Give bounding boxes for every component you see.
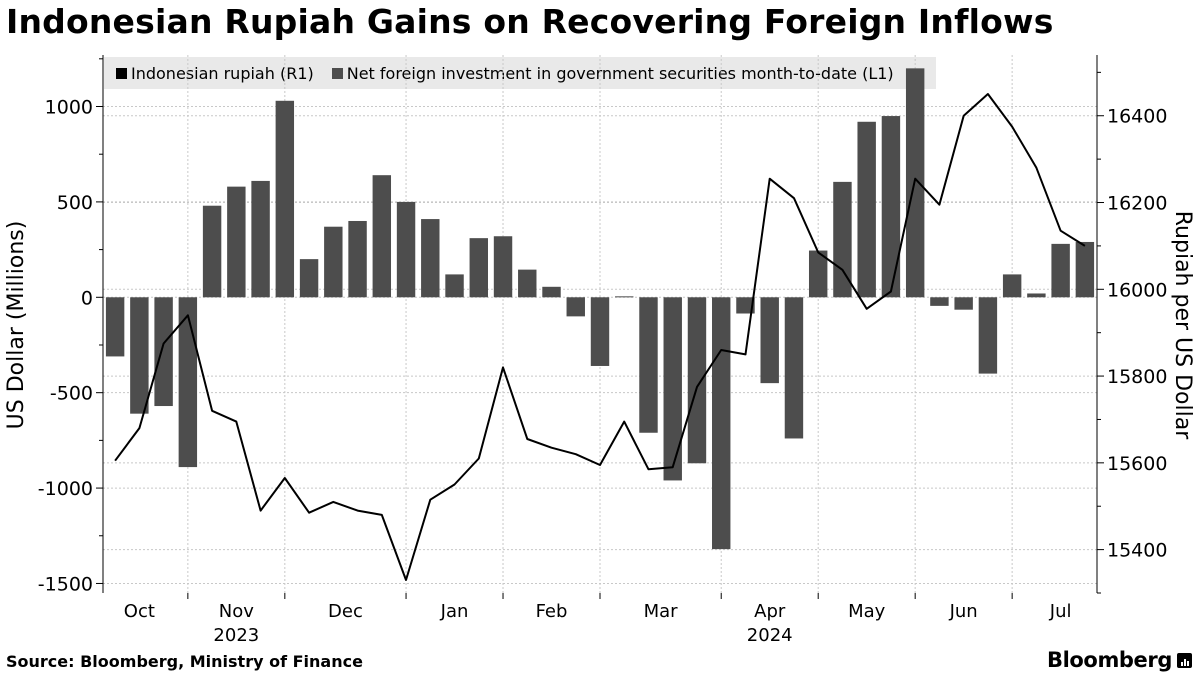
left-tick-label: 1000 (45, 97, 93, 119)
bar (784, 297, 804, 439)
legend-item-rupiah: Indonesian rupiah (R1) (116, 64, 314, 83)
bar (857, 121, 876, 298)
left-tick-label: 500 (57, 192, 93, 214)
bar (881, 116, 901, 298)
x-tick-label: Oct (124, 601, 155, 622)
bar (348, 220, 367, 298)
bar (1002, 274, 1022, 298)
legend-swatch-line (116, 67, 127, 79)
bar (299, 259, 319, 298)
bar (566, 297, 585, 317)
bar (760, 297, 779, 384)
x-tick-label: Feb (536, 601, 568, 622)
bar (1075, 241, 1095, 298)
line-series-group (114, 93, 1086, 581)
x-tick-label: Apr (754, 601, 786, 622)
x-tick-label: Mar (644, 601, 679, 622)
brand-name: Bloomberg (1046, 648, 1172, 672)
right-tick-label: 15600 (1107, 453, 1167, 475)
chart-legend: Indonesian rupiah (R1) Net foreign inves… (104, 57, 936, 89)
bar (1051, 243, 1070, 298)
bar (275, 100, 295, 298)
bar (954, 297, 973, 310)
bar (227, 186, 246, 298)
bar (469, 238, 488, 298)
left-tick-label: 0 (81, 287, 93, 309)
chart-title: Indonesian Rupiah Gains on Recovering Fo… (6, 2, 1054, 41)
right-tick-label: 15800 (1107, 366, 1167, 388)
x-tick-label: Jan (440, 601, 469, 622)
bar (178, 297, 198, 468)
bar (712, 297, 731, 550)
bar (663, 297, 682, 481)
left-tick-label: -1000 (38, 478, 93, 500)
right-tick-label: 15400 (1107, 540, 1167, 562)
rupiah-line (114, 93, 1086, 581)
x-tick-label: May (848, 601, 886, 622)
y-axis-label: US Dollar (Millions) (4, 221, 29, 430)
right-tick-label: 16000 (1107, 279, 1167, 301)
bar (372, 175, 392, 298)
x-tick-label: Jul (1049, 601, 1072, 622)
brand-logo: Bloomberg (1047, 648, 1192, 672)
bar (445, 274, 464, 298)
legend-label-net-foreign: Net foreign investment in government sec… (346, 63, 894, 83)
year-label: 2024 (747, 625, 793, 646)
axes: 1000 500 0 -500 -1000 -1500 16400 16200 16000 158… (38, 55, 1167, 646)
left-tick-label: -1500 (38, 573, 93, 595)
bar (493, 236, 513, 298)
bar (1027, 293, 1046, 298)
bar (202, 205, 222, 298)
bar (978, 297, 998, 374)
legend-item-net-foreign: Net foreign investment in government sec… (326, 64, 894, 83)
bar (324, 226, 343, 298)
right-tick-label: 16400 (1107, 106, 1167, 128)
x-tick-label: Dec (328, 601, 363, 622)
right-tick-label: 16200 (1107, 193, 1167, 215)
bloomberg-terminal-icon (1177, 652, 1192, 668)
bar (833, 181, 852, 298)
bar (590, 297, 610, 366)
bar (687, 297, 707, 464)
bar (130, 297, 149, 414)
legend-swatch-bar (331, 67, 343, 79)
bar (639, 297, 658, 433)
x-tick-label: Jun (949, 601, 978, 622)
left-tick-label: -500 (50, 383, 93, 405)
bar (396, 201, 416, 298)
bar (105, 297, 125, 357)
bar (542, 286, 561, 298)
x-tick-label: Nov (219, 601, 254, 622)
bar (251, 180, 270, 298)
legend-label-rupiah: Indonesian rupiah (R1) (131, 63, 314, 83)
bar (518, 269, 537, 298)
bar (421, 219, 440, 298)
source-note: Source: Bloomberg, Ministry of Finance (6, 652, 363, 671)
bar (930, 297, 949, 306)
bar (615, 296, 634, 298)
year-label: 2023 (213, 625, 259, 646)
bar (154, 297, 173, 407)
bar (808, 250, 828, 298)
bar (736, 297, 755, 314)
y2-axis-label: Rupiah per US Dollar (1170, 211, 1195, 440)
